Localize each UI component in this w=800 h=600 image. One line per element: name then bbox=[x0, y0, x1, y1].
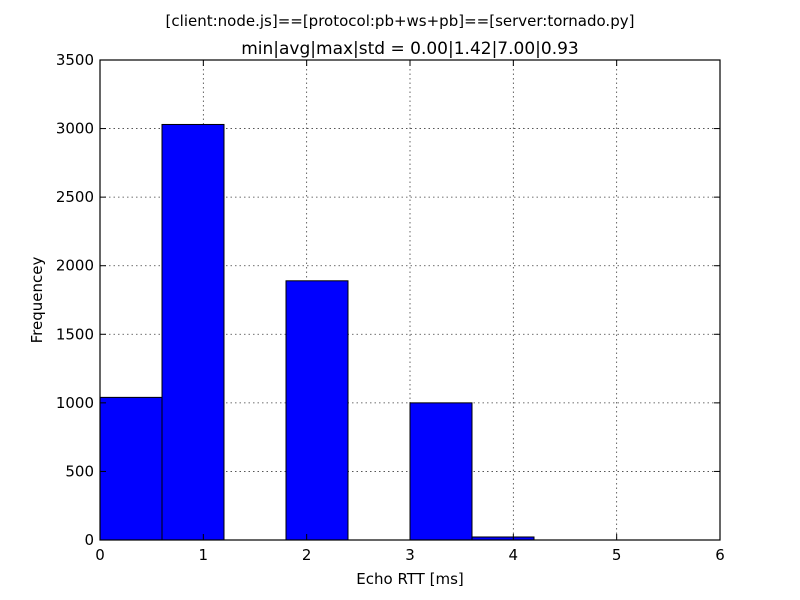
bars bbox=[99, 123, 535, 541]
x-tick-label: 0 bbox=[95, 546, 105, 564]
x-tick-label: 6 bbox=[715, 546, 725, 564]
y-tick-label: 500 bbox=[65, 462, 94, 480]
histogram-bar bbox=[99, 396, 163, 541]
chart-title: min|avg|max|std = 0.00|1.42|7.00|0.93 bbox=[241, 39, 579, 59]
x-tick-label: 1 bbox=[199, 546, 209, 564]
y-tick-label: 3000 bbox=[56, 120, 94, 138]
y-tick-label: 0 bbox=[84, 531, 94, 549]
y-tick-label: 2000 bbox=[56, 257, 94, 275]
x-tick-label: 5 bbox=[612, 546, 622, 564]
y-axis-label: Frequencey bbox=[28, 257, 46, 344]
x-axis-label: Echo RTT [ms] bbox=[356, 570, 463, 588]
x-tick-label: 4 bbox=[509, 546, 519, 564]
y-tick-label: 3500 bbox=[56, 51, 94, 69]
histogram-bar bbox=[285, 280, 349, 541]
x-tick-label: 3 bbox=[405, 546, 415, 564]
histogram-bar bbox=[409, 402, 473, 541]
x-tick-label: 2 bbox=[302, 546, 312, 564]
ticks: 0 1 2 3 4 5 6 0 500 1000 1500 2000 2500 3000 3500 bbox=[56, 51, 725, 564]
chart-suptitle: [client:node.js]==[protocol:pb+ws+pb]==[… bbox=[166, 12, 635, 30]
y-tick-label: 2500 bbox=[56, 188, 94, 206]
y-tick-label: 1500 bbox=[56, 325, 94, 343]
histogram-bar bbox=[161, 123, 225, 541]
y-tick-label: 1000 bbox=[56, 394, 94, 412]
